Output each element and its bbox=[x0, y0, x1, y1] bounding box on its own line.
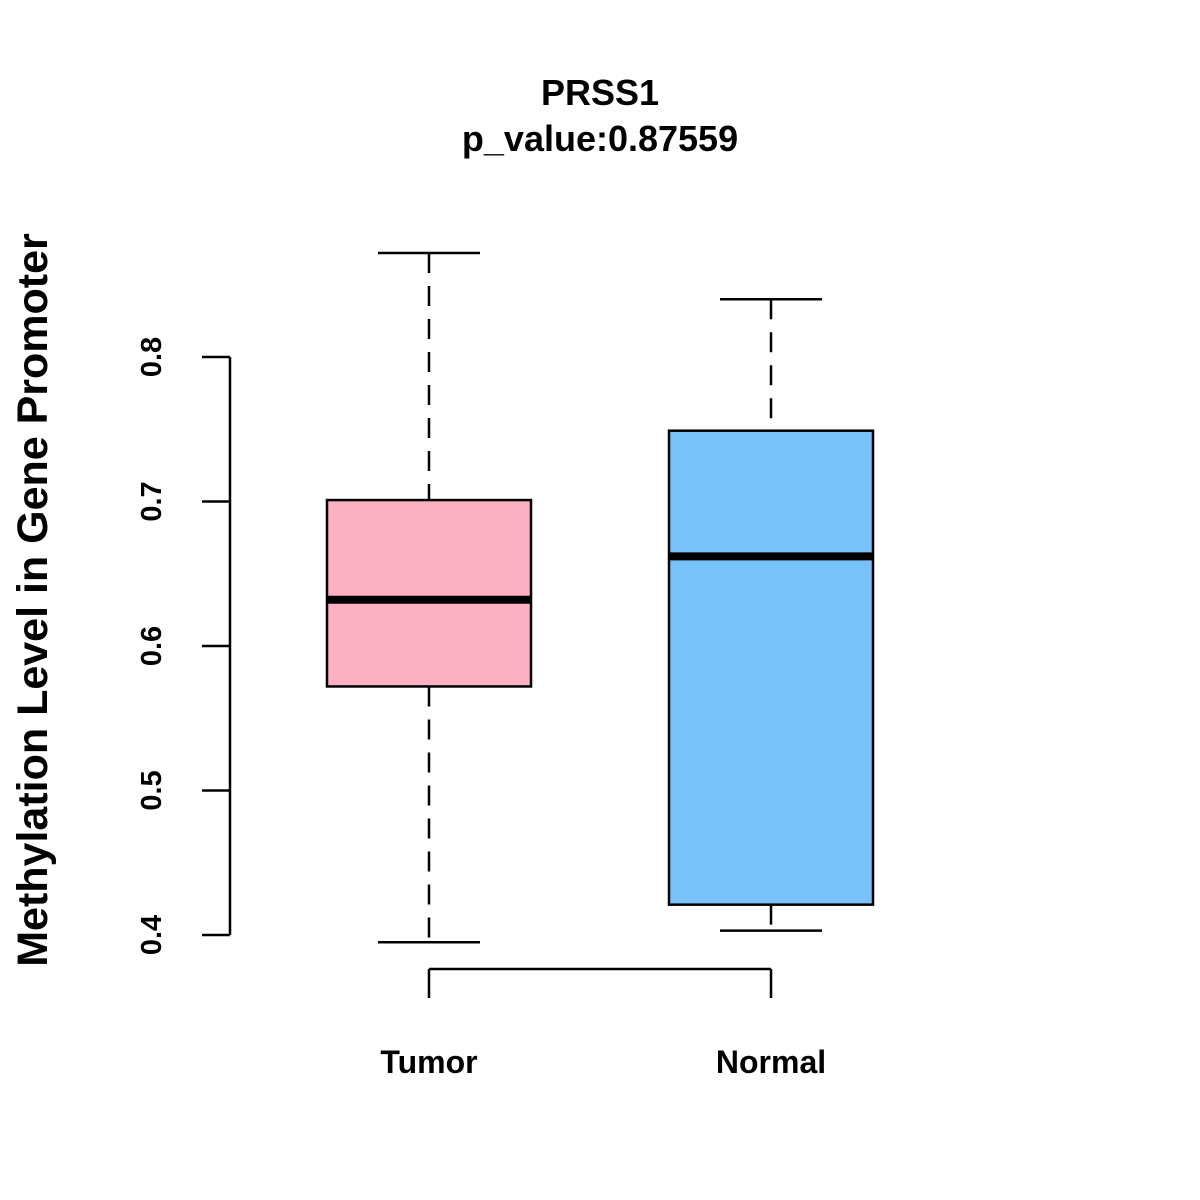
y-axis-label: Methylation Level in Gene Promoter bbox=[9, 233, 57, 967]
chart-title: PRSS1 bbox=[541, 72, 659, 113]
box-iqr bbox=[667, 429, 875, 906]
y-tick-label: 0.4 bbox=[136, 915, 168, 955]
x-tick-label-normal: Normal bbox=[716, 1044, 826, 1080]
y-tick-label: 0.5 bbox=[136, 770, 168, 810]
y-tick-label: 0.6 bbox=[136, 626, 168, 666]
boxes-layer bbox=[325, 251, 875, 944]
y-axis: 0.4 0.5 0.6 0.7 0.8 bbox=[136, 337, 232, 955]
box-iqr bbox=[325, 498, 533, 688]
box-normal bbox=[667, 297, 875, 932]
x-tick-label-tumor: Tumor bbox=[380, 1044, 477, 1080]
y-tick-label: 0.8 bbox=[136, 337, 168, 377]
y-tick-label: 0.7 bbox=[136, 481, 168, 521]
chart-subtitle: p_value:0.87559 bbox=[462, 118, 738, 159]
box-tumor bbox=[325, 251, 533, 944]
x-axis: Tumor Normal bbox=[380, 967, 826, 1080]
